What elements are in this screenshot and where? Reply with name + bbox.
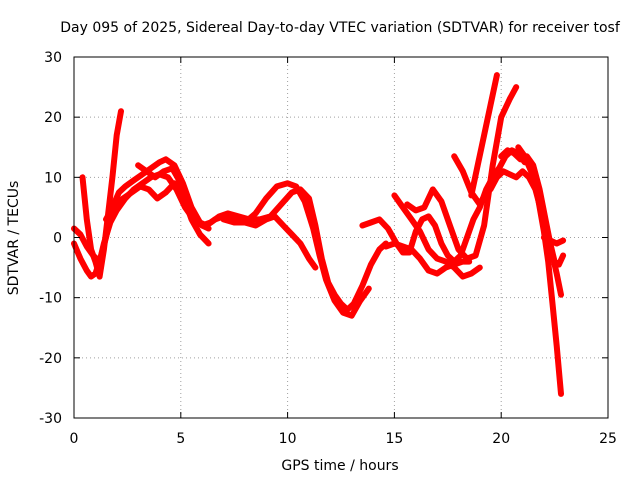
x-tick-label: 5 (176, 431, 185, 447)
series-track-3 (79, 108, 124, 280)
series-track-4 (103, 180, 212, 247)
x-tick-label: 20 (492, 431, 510, 447)
y-tick-label: 10 (44, 170, 62, 186)
x-tick-label: 15 (385, 431, 403, 447)
y-tick-label: 0 (53, 231, 62, 247)
series-track-13 (468, 72, 500, 199)
gridlines (74, 57, 608, 418)
series-track-17 (540, 234, 567, 247)
y-axis-ticks: -30 -20 -10 0 10 20 30 (39, 50, 608, 427)
series-track-11 (404, 84, 520, 262)
series-track-15 (498, 147, 567, 268)
x-tick-label: 25 (599, 431, 617, 447)
y-tick-label: -10 (39, 291, 62, 307)
y-tick-label: -20 (39, 351, 62, 367)
series-track-10 (391, 192, 483, 280)
series-track-6 (199, 186, 389, 313)
chart-title: Day 095 of 2025, Sidereal Day-to-day VTE… (60, 20, 621, 36)
series-track-8 (359, 165, 503, 265)
series-track-7 (220, 213, 319, 271)
y-tick-label: 20 (44, 110, 62, 126)
x-axis-ticks: 0 5 10 15 20 25 (70, 57, 617, 447)
x-axis-label: GPS time / hours (281, 458, 398, 474)
series-track-16 (515, 144, 564, 397)
y-tick-label: -30 (39, 411, 62, 427)
x-tick-label: 10 (279, 431, 297, 447)
series-track-9 (382, 240, 473, 277)
data-series (71, 72, 567, 397)
y-axis-label: SDTVAR / TECUs (6, 181, 22, 296)
x-tick-label: 0 (70, 431, 79, 447)
y-tick-label: 30 (44, 50, 62, 66)
